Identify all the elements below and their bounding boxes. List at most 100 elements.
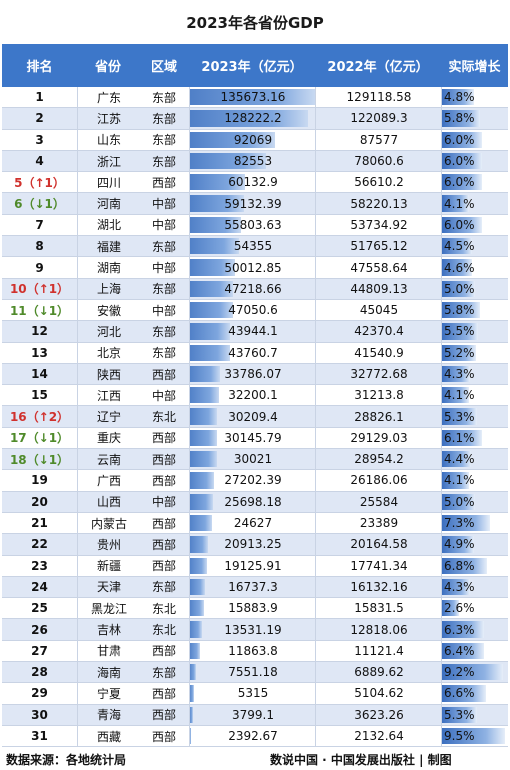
gdp-2023-cell-text: 47218.66	[224, 281, 282, 296]
gdp-2023-cell: 92069	[189, 129, 316, 150]
rank-cell: 9	[35, 260, 44, 275]
region-cell: 东部	[151, 239, 176, 254]
table-row: 5（↑1） 四川 西部 60132.9 56610.2 6.0%	[2, 172, 508, 194]
province-cell: 福建	[77, 236, 140, 257]
gdp-2023-cell-text: 3799.1	[232, 707, 274, 722]
table-row: 23 新疆 西部 19125.91 17741.34 6.8%	[2, 555, 509, 577]
gdp-2022-cell: 51765.12	[315, 236, 442, 257]
growth-bar	[442, 131, 482, 148]
gdp-2023-bar	[189, 493, 213, 510]
gdp-2023-cell-text: 33786.07	[224, 367, 282, 381]
gdp-2023-bar	[189, 365, 221, 383]
province-cell: 四川	[77, 172, 140, 193]
growth-bar	[442, 727, 505, 745]
footer-source: 数据来源：各地统计局	[6, 753, 127, 767]
gdp-2023-bar	[189, 259, 236, 276]
province-cell: 江西	[77, 385, 140, 406]
gdp-2022-cell: 16132.16	[315, 576, 442, 598]
province-cell: 广东	[77, 87, 140, 108]
gdp-2023-cell: 16737.3	[189, 576, 316, 598]
table-row: 29 宁夏 西部 5315 5104.62 6.6%	[2, 683, 509, 705]
province-cell: 云南	[77, 449, 140, 470]
gdp-2022-cell: 28826.1	[315, 406, 442, 427]
gdp-2022-cell: 28954.2	[315, 449, 442, 470]
gdp-2023-cell-text: 32200.1	[228, 388, 278, 403]
rank-cell: 23	[31, 558, 48, 573]
gdp-2023-cell: 19125.91	[189, 555, 316, 576]
gdp-2022-cell: 42370.4	[315, 321, 442, 342]
region-cell: 东部	[151, 133, 176, 148]
region-cell: 西部	[151, 473, 176, 488]
gdp-2023-cell: 128222.2	[189, 108, 316, 129]
gdp-2023-cell: 11863.8	[189, 640, 316, 662]
gdp-2023-cell: 54355	[189, 236, 316, 257]
gdp-2022-cell: 53734.92	[315, 214, 442, 236]
growth-cell-text: 4.9%	[444, 537, 475, 552]
gdp-2022-cell: 11121.4	[315, 640, 442, 662]
region-cell: 东部	[151, 154, 176, 169]
table-title: 2023年各省份GDP	[186, 13, 324, 32]
region-cell: 东部	[151, 580, 176, 595]
gdp-2023-bar	[189, 152, 266, 170]
gdp-2023-cell: 82553	[189, 150, 316, 172]
growth-cell: 6.1%	[441, 427, 509, 449]
growth-bar	[442, 451, 472, 468]
rank-cell: 24	[31, 579, 48, 594]
growth-cell-text: 4.8%	[444, 90, 475, 105]
growth-cell: 5.8%	[441, 108, 509, 129]
region-cell: 西部	[151, 559, 176, 574]
gdp-2023-bar	[189, 727, 192, 745]
gdp-2023-cell-text: 11863.8	[228, 643, 278, 658]
gdp-2023-cell-text: 24627	[233, 516, 273, 531]
growth-cell: 6.8%	[441, 555, 509, 576]
growth-cell: 5.0%	[441, 278, 509, 299]
growth-bar	[442, 664, 503, 681]
province-cell: 天津	[77, 576, 140, 598]
growth-cell: 4.1%	[441, 385, 509, 406]
growth-cell: 6.0%	[441, 129, 509, 150]
gdp-2023-bar	[189, 344, 230, 361]
gdp-2022-cell: 2132.64	[315, 725, 442, 747]
growth-cell-text: 4.5%	[444, 239, 475, 254]
gdp-2023-bar	[189, 408, 218, 425]
growth-cell: 5.3%	[441, 704, 509, 725]
gdp-2023-cell: 47050.6	[189, 299, 316, 321]
header-gdp-2022: 2022年（亿元）	[327, 60, 429, 75]
province-cell: 山西	[77, 491, 140, 512]
gdp-2022-cell: 87577	[315, 129, 442, 150]
province-cell: 辽宁	[77, 406, 140, 427]
gdp-2022-cell: 78060.6	[315, 150, 442, 172]
growth-cell: 2.6%	[441, 598, 509, 619]
region-cell: 东北	[151, 623, 176, 638]
rank-cell: 31	[31, 729, 48, 744]
growth-cell: 4.6%	[441, 257, 509, 278]
gdp-2023-cell: 55803.63	[189, 214, 316, 236]
growth-cell-text: 5.8%	[444, 303, 475, 318]
region-cell: 东部	[151, 665, 176, 680]
gdp-2023-cell-text: 54355	[233, 239, 273, 254]
gdp-2023-bar	[189, 451, 217, 468]
table-body: 1 广东 东部 135673.16 129118.58 4.8% 2 江苏 东部 128222.2…	[2, 87, 509, 748]
header-province: 省份	[94, 60, 121, 75]
rank-cell: 29	[31, 686, 48, 701]
gdp-2023-cell: 60132.9	[189, 172, 316, 193]
growth-bar	[442, 365, 471, 383]
gdp-2023-cell: 24627	[189, 512, 316, 534]
gdp-2022-cell: 44809.13	[315, 278, 442, 299]
gdp-2023-cell-text: 13531.19	[224, 622, 282, 637]
gdp-2023-cell: 43944.1	[189, 321, 316, 342]
gdp-2022-cell: 17741.34	[315, 555, 442, 576]
growth-cell-text: 5.3%	[444, 707, 475, 722]
region-cell: 东部	[151, 324, 176, 339]
growth-cell-text: 6.3%	[444, 622, 475, 637]
growth-bar	[442, 387, 470, 404]
table-row: 28 海南 东部 7551.18 6889.62 9.2%	[2, 662, 508, 684]
region-cell: 东北	[151, 410, 176, 425]
table-row: 13 北京 东部 43760.7 41540.9 5.2%	[2, 342, 508, 364]
gdp-2022-cell: 15831.5	[315, 598, 442, 619]
growth-bar	[442, 557, 487, 574]
region-cell: 西部	[151, 537, 176, 552]
growth-cell: 6.6%	[441, 683, 509, 704]
gdp-2022-cell: 6889.62	[315, 662, 442, 683]
gdp-2023-cell: 59132.39	[189, 193, 316, 214]
